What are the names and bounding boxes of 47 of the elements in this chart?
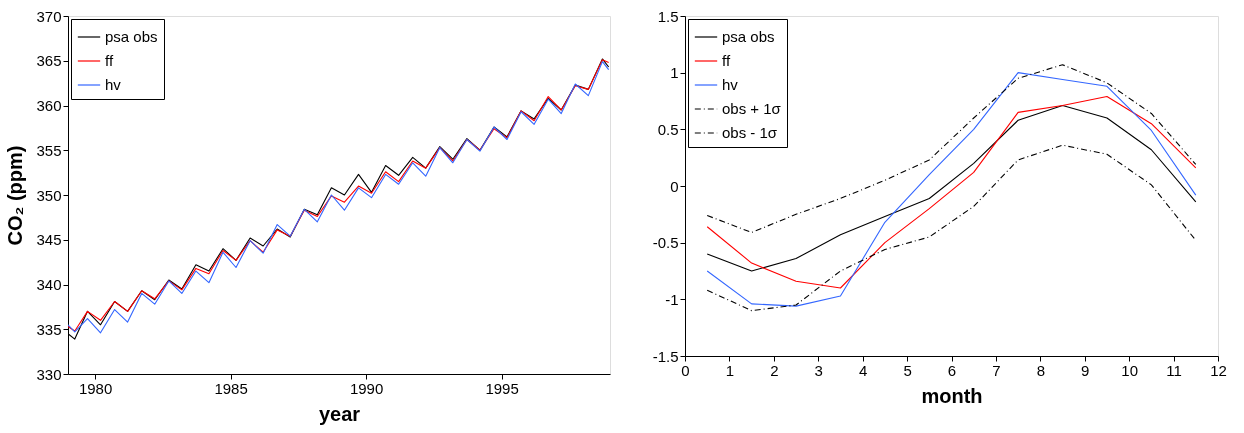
x-tick-label: 5 (903, 361, 912, 379)
x-tick-label: 9 (1081, 361, 1090, 379)
line-series (706, 64, 1197, 234)
x-tick-label: 6 (947, 361, 957, 379)
y-tick-label: 0.5 (657, 120, 679, 138)
y-tick-label: -0.5 (652, 234, 679, 252)
x-tick-label: 1985 (214, 379, 248, 397)
legend-label: hv (105, 76, 122, 93)
legend-label: psa obs (722, 28, 775, 45)
y-tick-label: 365 (36, 52, 62, 70)
y-tick-label: 350 (36, 186, 62, 204)
legend-label: ff (105, 52, 114, 69)
x-tick-label: 7 (992, 361, 1001, 379)
y-tick-label: 1 (670, 64, 679, 82)
y-tick-label: 1.5 (657, 7, 679, 25)
x-tick-label: 2 (770, 361, 779, 379)
x-tick-label: 3 (814, 361, 823, 379)
y-tick-label: 335 (36, 320, 62, 338)
x-tick-label: 1980 (78, 379, 113, 397)
y-tick-label: 370 (36, 7, 62, 25)
y-axis-title: CO₂ (ppm) (4, 145, 27, 246)
y-tick-label: 340 (36, 276, 62, 293)
x-tick-label: 12 (1210, 361, 1227, 379)
x-axis-title: month (921, 384, 983, 407)
y-tick-label: 360 (36, 97, 62, 114)
x-tick-label: 4 (858, 361, 868, 379)
legend-label: ff (722, 52, 731, 69)
line-series (706, 72, 1197, 307)
x-tick-label: 1 (725, 361, 735, 379)
legend-label: hv (722, 76, 739, 93)
x-tick-label: 8 (1036, 361, 1046, 379)
legend-label: obs - 1σ (722, 124, 778, 141)
x-tick-label: 0 (681, 361, 690, 379)
x-axis-title: year (318, 402, 361, 425)
x-tick-label: 10 (1121, 361, 1139, 379)
line-series (706, 144, 1197, 312)
y-tick-label: -1.5 (652, 347, 679, 365)
y-tick-label: -1 (665, 290, 679, 308)
x-tick-label: 1990 (349, 379, 384, 397)
x-tick-label: 11 (1166, 361, 1182, 379)
y-tick-label: 330 (36, 365, 62, 383)
legend-label: psa obs (105, 28, 158, 45)
y-tick-label: 355 (36, 141, 62, 159)
y-tick-label: 0 (670, 177, 679, 195)
y-tick-label: 345 (36, 231, 62, 249)
x-tick-label: 1995 (485, 379, 519, 397)
legend-label: obs + 1σ (722, 100, 782, 117)
